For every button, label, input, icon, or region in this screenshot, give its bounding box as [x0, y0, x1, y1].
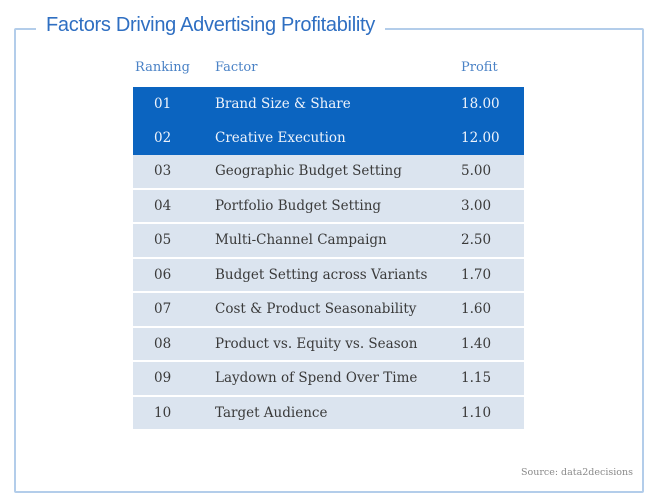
factor-cell: Target Audience — [215, 404, 328, 421]
table-row: 03 Geographic Budget Setting 5.00 — [133, 155, 524, 188]
table-row: 06 Budget Setting across Variants 1.70 — [133, 258, 524, 291]
rank-cell: 07 — [154, 301, 172, 318]
rank-cell: 02 — [154, 130, 172, 146]
header-profit: Profit — [461, 60, 498, 75]
table-row: 02 Creative Execution 12.00 — [133, 121, 524, 155]
header-factor: Factor — [215, 60, 258, 75]
profit-cell: 5.00 — [461, 163, 492, 180]
table-row: 08 Product vs. Equity vs. Season 1.40 — [133, 327, 524, 360]
profit-cell: 2.50 — [461, 232, 492, 249]
profit-cell: 3.00 — [461, 197, 492, 214]
table-row: 07 Cost & Product Seasonability 1.60 — [133, 293, 524, 326]
profit-cell: 1.60 — [461, 301, 492, 318]
table-row: 10 Target Audience 1.10 — [133, 396, 524, 429]
rank-cell: 08 — [154, 335, 172, 352]
source-note: Source: data2decisions — [520, 467, 633, 478]
factor-cell: Creative Execution — [215, 130, 346, 146]
rank-cell: 05 — [154, 232, 172, 249]
factor-cell: Product vs. Equity vs. Season — [215, 335, 418, 352]
rank-cell: 01 — [154, 96, 172, 112]
header-ranking: Ranking — [135, 60, 190, 75]
profit-cell: 1.10 — [461, 404, 492, 421]
factor-cell: Cost & Product Seasonability — [215, 301, 417, 318]
factor-cell: Multi-Channel Campaign — [215, 232, 387, 249]
profit-cell: 12.00 — [461, 130, 500, 146]
factor-cell: Portfolio Budget Setting — [215, 197, 382, 214]
table-row: 09 Laydown of Spend Over Time 1.15 — [133, 362, 524, 395]
profit-cell: 18.00 — [461, 96, 500, 112]
rank-cell: 06 — [154, 266, 172, 283]
table-row: 04 Portfolio Budget Setting 3.00 — [133, 189, 524, 222]
factor-cell: Laydown of Spend Over Time — [215, 370, 418, 387]
rank-cell: 10 — [154, 404, 172, 421]
profit-cell: 1.15 — [461, 370, 492, 387]
factor-cell: Brand Size & Share — [215, 96, 351, 112]
factor-cell: Budget Setting across Variants — [215, 266, 428, 283]
factor-cell: Geographic Budget Setting — [215, 163, 402, 180]
profit-cell: 1.40 — [461, 335, 492, 352]
table-row: 05 Multi-Channel Campaign 2.50 — [133, 224, 524, 257]
rank-cell: 09 — [154, 370, 172, 387]
rank-cell: 03 — [154, 163, 172, 180]
factors-table: 01 Brand Size & Share 18.00 02 Creative Exec… — [133, 87, 524, 431]
profit-cell: 1.70 — [461, 266, 492, 283]
table-row: 01 Brand Size & Share 18.00 — [133, 87, 524, 121]
page-title: Factors Driving Advertising Profitabilit… — [36, 14, 385, 37]
rank-cell: 04 — [154, 197, 172, 214]
